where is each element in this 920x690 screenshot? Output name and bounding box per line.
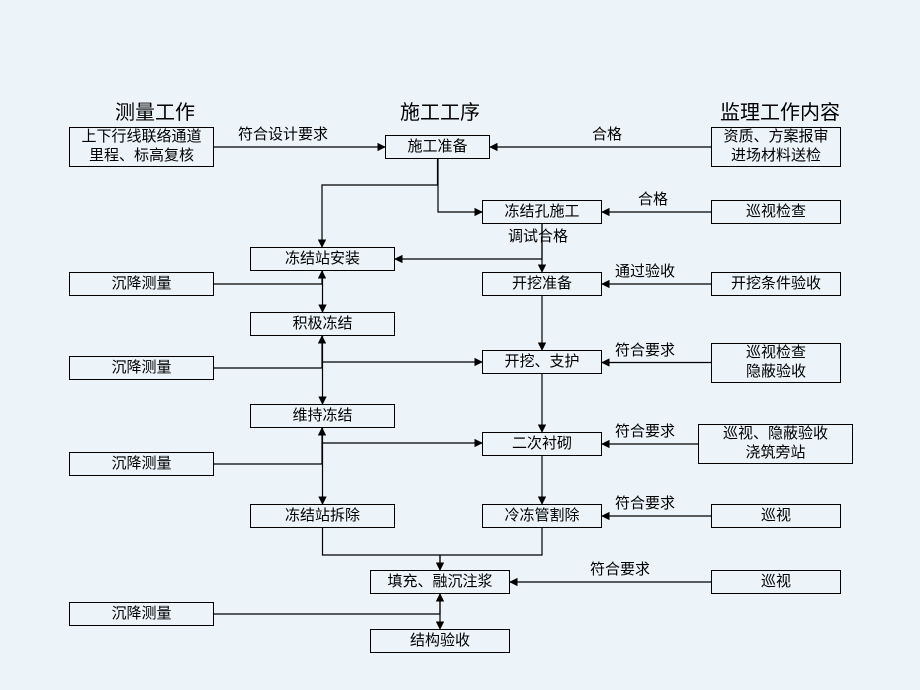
n-inspect4: 巡视 — [711, 504, 841, 528]
n-settle1: 沉降测量 — [69, 272, 214, 296]
edge-label-21: 符合要求 — [615, 492, 675, 513]
n-qual: 资质、方案报审 进场材料送检 — [711, 127, 841, 167]
edge-label-3: 合格 — [638, 188, 668, 209]
n-lining: 二次衬砌 — [482, 432, 602, 456]
n-grout: 填充、融沉注浆 — [370, 570, 510, 594]
edge-label-0: 符合设计要求 — [238, 123, 328, 144]
edge-label-4: 调试合格 — [508, 225, 568, 246]
edge-label-9: 通过验收 — [615, 260, 675, 281]
n-station: 冻结站安装 — [250, 247, 395, 271]
n-maintain: 维持冻结 — [250, 404, 395, 428]
n-remove: 冻结站拆除 — [250, 504, 395, 528]
n-inspect1: 巡视检查 — [711, 200, 841, 224]
edge-label-16: 符合要求 — [615, 420, 675, 441]
h-procedure: 施工工序 — [380, 96, 500, 125]
edge-label-14: 符合要求 — [615, 339, 675, 360]
n-exccond: 开挖条件验收 — [711, 272, 841, 296]
edge-label-24: 符合要求 — [590, 558, 650, 579]
n-settle3: 沉降测量 — [69, 452, 214, 476]
h-supervise: 监理工作内容 — [700, 96, 860, 125]
h-measure: 测量工作 — [95, 96, 215, 125]
n-pipecut: 冷冻管割除 — [482, 504, 602, 528]
n-freeze: 积极冻结 — [250, 312, 395, 336]
n-hole: 冻结孔施工 — [482, 200, 602, 224]
n-prep: 施工准备 — [385, 135, 490, 159]
n-settle4: 沉降测量 — [69, 602, 214, 626]
edge-label-1: 合格 — [592, 123, 622, 144]
n-inspect2: 巡视检查 隐蔽验收 — [711, 343, 841, 383]
n-excprep: 开挖准备 — [482, 272, 602, 296]
n-settle2: 沉降测量 — [69, 356, 214, 380]
n-mileage: 上下行线联络通道 里程、标高复核 — [69, 127, 214, 167]
n-inspect5: 巡视 — [711, 570, 841, 594]
n-accept: 结构验收 — [370, 629, 510, 653]
n-inspect3: 巡视、隐蔽验收 浇筑旁站 — [698, 424, 853, 464]
n-excsupport: 开挖、支护 — [482, 350, 602, 374]
